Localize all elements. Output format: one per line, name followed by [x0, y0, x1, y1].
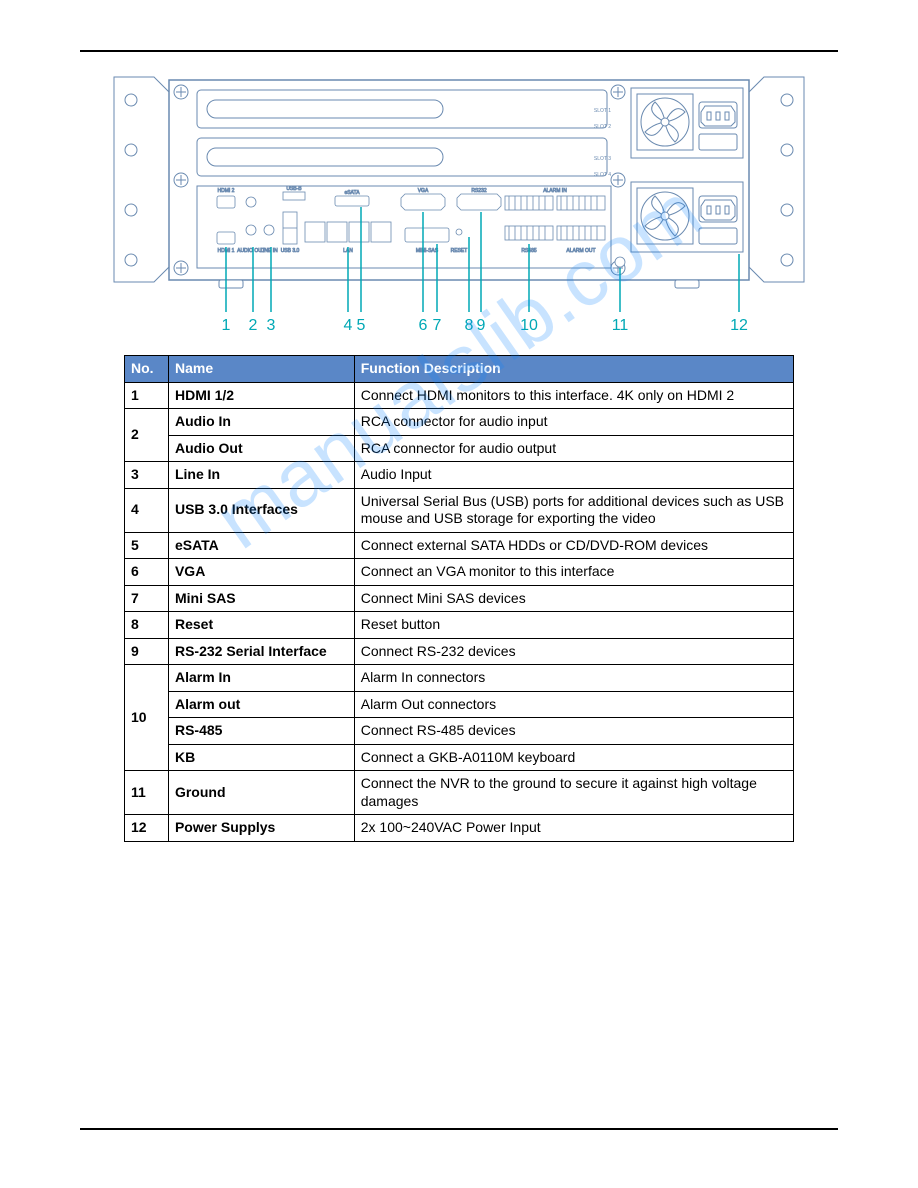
cell-name: Audio Out: [168, 435, 354, 462]
table-row: Alarm outAlarm Out connectors: [125, 691, 794, 718]
cell-desc: Connect an VGA monitor to this interface: [354, 559, 793, 586]
cell-desc: Audio Input: [354, 462, 793, 489]
cell-name: Mini SAS: [168, 585, 354, 612]
tiny-usb-b: USB-B: [286, 186, 302, 192]
cell-no: 5: [125, 532, 169, 559]
cell-desc: RCA connector for audio input: [354, 409, 793, 436]
cell-name: KB: [168, 744, 354, 771]
callout-9: 9: [477, 317, 486, 334]
cell-name: RS-485: [168, 718, 354, 745]
cell-name: VGA: [168, 559, 354, 586]
table-row: RS-485Connect RS-485 devices: [125, 718, 794, 745]
tiny-minisas: MINI-SAS: [416, 248, 439, 254]
cell-desc: Connect external SATA HDDs or CD/DVD-ROM…: [354, 532, 793, 559]
diagram-svg: SLOT 1 SLOT 2 SLOT 3 SLOT 4: [109, 72, 809, 337]
cell-name: eSATA: [168, 532, 354, 559]
cell-no: 12: [125, 815, 169, 842]
cell-desc: Reset button: [354, 612, 793, 639]
cell-desc: Alarm Out connectors: [354, 691, 793, 718]
cell-desc: Connect HDMI monitors to this interface.…: [354, 382, 793, 409]
callout-6: 6: [419, 317, 428, 334]
table-row: 9RS-232 Serial InterfaceConnect RS-232 d…: [125, 638, 794, 665]
cell-no: 9: [125, 638, 169, 665]
rule-bottom: [80, 1128, 838, 1130]
tiny-slot3: SLOT 3: [594, 156, 611, 162]
table-row: KBConnect a GKB-A0110M keyboard: [125, 744, 794, 771]
table-row: 12Power Supplys2x 100~240VAC Power Input: [125, 815, 794, 842]
rear-panel-diagram: SLOT 1 SLOT 2 SLOT 3 SLOT 4: [109, 72, 809, 337]
tiny-line-in: LINE IN: [260, 248, 278, 254]
table-header-row: No. Name Function Description: [125, 356, 794, 383]
table-row: Audio OutRCA connector for audio output: [125, 435, 794, 462]
cell-no: 3: [125, 462, 169, 489]
table-row: 7Mini SASConnect Mini SAS devices: [125, 585, 794, 612]
cell-no: 11: [125, 771, 169, 815]
tiny-slot4: SLOT 4: [594, 172, 611, 178]
cell-name: Ground: [168, 771, 354, 815]
col-desc: Function Description: [354, 356, 793, 383]
cell-name: Alarm In: [168, 665, 354, 692]
cell-desc: Connect RS-485 devices: [354, 718, 793, 745]
page: SLOT 1 SLOT 2 SLOT 3 SLOT 4: [0, 0, 918, 1188]
callout-8: 8: [465, 317, 474, 334]
cell-name: Audio In: [168, 409, 354, 436]
spec-table: No. Name Function Description 1HDMI 1/2C…: [124, 355, 794, 842]
cell-no: 7: [125, 585, 169, 612]
callout-3: 3: [267, 317, 276, 334]
cell-desc: Connect RS-232 devices: [354, 638, 793, 665]
cell-desc: Alarm In connectors: [354, 665, 793, 692]
tiny-usb30: USB 3.0: [281, 248, 300, 254]
tiny-alarm-in: ALARM IN: [543, 188, 567, 194]
table-row: 6VGAConnect an VGA monitor to this inter…: [125, 559, 794, 586]
table-row: 5eSATAConnect external SATA HDDs or CD/D…: [125, 532, 794, 559]
cell-name: Alarm out: [168, 691, 354, 718]
spec-tbody: 1HDMI 1/2Connect HDMI monitors to this i…: [125, 382, 794, 841]
callout-7: 7: [433, 317, 442, 334]
cell-desc: Universal Serial Bus (USB) ports for add…: [354, 488, 793, 532]
cell-name: Reset: [168, 612, 354, 639]
table-row: 3Line InAudio Input: [125, 462, 794, 489]
callout-5: 5: [357, 317, 366, 334]
table-row: 4USB 3.0 InterfacesUniversal Serial Bus …: [125, 488, 794, 532]
table-row: 11GroundConnect the NVR to the ground to…: [125, 771, 794, 815]
tiny-hdmi2: HDMI 2: [218, 188, 235, 194]
cell-desc: 2x 100~240VAC Power Input: [354, 815, 793, 842]
tiny-rs232: RS232: [471, 188, 487, 194]
cell-name: HDMI 1/2: [168, 382, 354, 409]
callout-2: 2: [249, 317, 258, 334]
callout-1: 1: [222, 317, 231, 334]
col-name: Name: [168, 356, 354, 383]
cell-desc: Connect a GKB-A0110M keyboard: [354, 744, 793, 771]
table-row: 8ResetReset button: [125, 612, 794, 639]
cell-name: RS-232 Serial Interface: [168, 638, 354, 665]
cell-no: 6: [125, 559, 169, 586]
table-row: 1HDMI 1/2Connect HDMI monitors to this i…: [125, 382, 794, 409]
cell-no: 10: [125, 665, 169, 771]
cell-no: 4: [125, 488, 169, 532]
cell-name: Power Supplys: [168, 815, 354, 842]
tiny-reset: RESET: [451, 248, 468, 254]
cell-no: 1: [125, 382, 169, 409]
callout-11: 11: [612, 317, 629, 334]
callout-4: 4: [344, 317, 353, 334]
tiny-slot1: SLOT 1: [594, 108, 611, 114]
cell-no: 2: [125, 409, 169, 462]
cell-desc: Connect Mini SAS devices: [354, 585, 793, 612]
cell-no: 8: [125, 612, 169, 639]
cell-name: Line In: [168, 462, 354, 489]
tiny-slot2: SLOT 2: [594, 124, 611, 130]
table-row: 10Alarm InAlarm In connectors: [125, 665, 794, 692]
table-row: 2Audio InRCA connector for audio input: [125, 409, 794, 436]
callout-10: 10: [520, 317, 538, 334]
cell-desc: Connect the NVR to the ground to secure …: [354, 771, 793, 815]
tiny-vga: VGA: [418, 188, 429, 194]
rule-top: [80, 50, 838, 52]
tiny-alarm-out: ALARM OUT: [566, 248, 595, 254]
tiny-esata: eSATA: [344, 190, 360, 196]
col-no: No.: [125, 356, 169, 383]
callout-12: 12: [730, 317, 748, 334]
cell-name: USB 3.0 Interfaces: [168, 488, 354, 532]
cell-desc: RCA connector for audio output: [354, 435, 793, 462]
